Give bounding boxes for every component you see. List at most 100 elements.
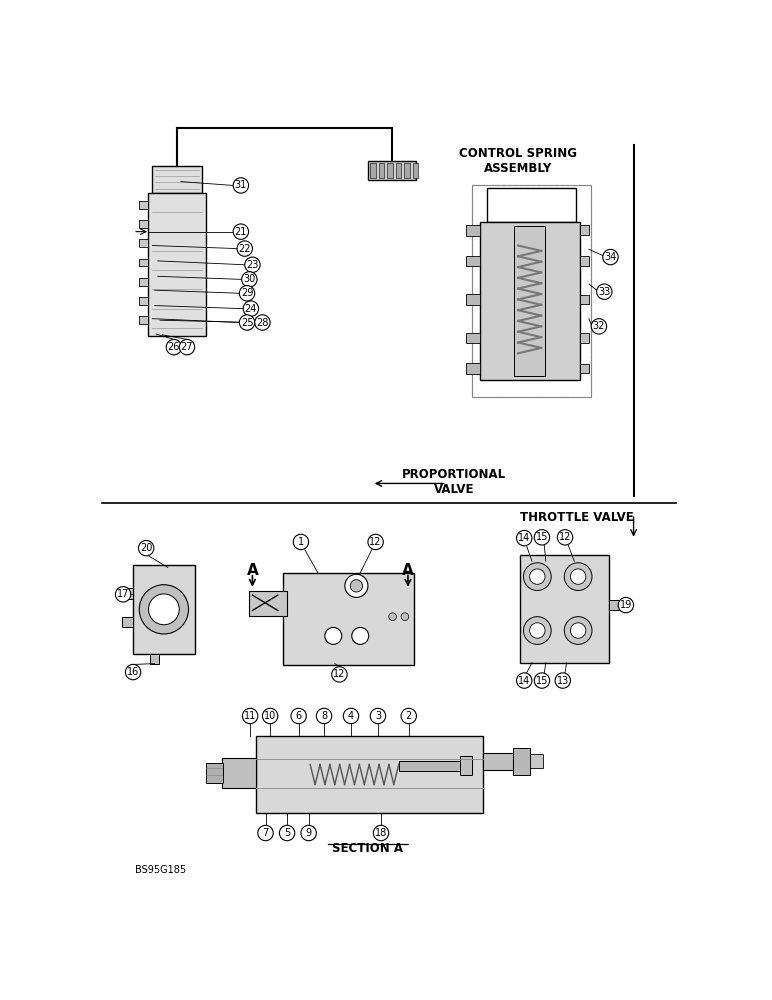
Circle shape bbox=[555, 673, 571, 688]
Text: 29: 29 bbox=[241, 288, 253, 298]
Text: CONTROL SPRING
ASSEMBLY: CONTROL SPRING ASSEMBLY bbox=[459, 147, 577, 175]
Text: 8: 8 bbox=[321, 711, 327, 721]
Text: 23: 23 bbox=[246, 260, 259, 270]
Bar bbox=[609, 600, 620, 610]
Text: 16: 16 bbox=[127, 667, 139, 677]
Bar bbox=[139, 201, 148, 209]
Bar bbox=[479, 222, 580, 380]
Text: 12: 12 bbox=[370, 537, 382, 547]
Bar bbox=[249, 591, 287, 616]
Circle shape bbox=[148, 594, 179, 625]
Circle shape bbox=[325, 627, 342, 644]
Bar bbox=[139, 278, 148, 286]
Bar bbox=[139, 239, 148, 247]
Circle shape bbox=[618, 597, 634, 613]
Circle shape bbox=[571, 623, 586, 638]
Text: 14: 14 bbox=[518, 533, 530, 543]
Circle shape bbox=[115, 587, 130, 602]
Bar bbox=[398, 761, 460, 771]
Text: 7: 7 bbox=[262, 828, 269, 838]
Bar bbox=[139, 220, 148, 228]
Bar bbox=[371, 163, 376, 178]
Circle shape bbox=[237, 241, 252, 256]
Circle shape bbox=[374, 825, 389, 841]
Bar bbox=[472, 185, 591, 397]
Text: 15: 15 bbox=[536, 532, 548, 542]
Text: 1: 1 bbox=[298, 537, 304, 547]
Circle shape bbox=[139, 585, 188, 634]
Circle shape bbox=[255, 315, 270, 330]
Circle shape bbox=[352, 627, 369, 644]
Bar bbox=[460, 756, 472, 774]
Bar bbox=[412, 163, 418, 178]
Circle shape bbox=[239, 286, 255, 301]
Bar bbox=[206, 763, 223, 783]
Text: 33: 33 bbox=[598, 287, 611, 297]
Circle shape bbox=[332, 667, 347, 682]
Bar bbox=[283, 573, 414, 665]
Circle shape bbox=[591, 319, 607, 334]
Bar bbox=[222, 758, 256, 788]
Text: 25: 25 bbox=[241, 318, 253, 328]
Circle shape bbox=[523, 563, 551, 590]
Circle shape bbox=[571, 569, 586, 584]
Text: BS95G185: BS95G185 bbox=[135, 865, 187, 875]
Bar bbox=[379, 163, 384, 178]
Circle shape bbox=[523, 617, 551, 644]
Text: 18: 18 bbox=[375, 828, 387, 838]
Text: 21: 21 bbox=[235, 227, 247, 237]
Bar bbox=[150, 654, 159, 664]
Circle shape bbox=[603, 249, 618, 265]
Bar bbox=[139, 259, 148, 266]
Circle shape bbox=[242, 708, 258, 724]
Circle shape bbox=[597, 284, 612, 299]
Bar bbox=[487, 188, 576, 222]
Circle shape bbox=[243, 301, 259, 316]
Bar bbox=[580, 333, 589, 343]
Bar bbox=[513, 748, 530, 775]
Circle shape bbox=[125, 664, 141, 680]
Text: 30: 30 bbox=[243, 274, 256, 284]
Circle shape bbox=[301, 825, 317, 841]
Circle shape bbox=[350, 580, 363, 592]
Circle shape bbox=[516, 673, 532, 688]
Circle shape bbox=[516, 530, 532, 546]
Bar bbox=[148, 193, 206, 336]
Bar bbox=[404, 163, 409, 178]
Text: PROPORTIONAL
VALVE: PROPORTIONAL VALVE bbox=[402, 468, 506, 496]
Bar bbox=[472, 185, 591, 397]
Text: 24: 24 bbox=[245, 304, 257, 314]
Circle shape bbox=[368, 534, 384, 550]
Text: 19: 19 bbox=[620, 600, 632, 610]
Bar bbox=[530, 754, 543, 768]
Bar bbox=[483, 753, 513, 770]
Circle shape bbox=[371, 708, 386, 724]
Bar bbox=[388, 163, 393, 178]
Text: 2: 2 bbox=[405, 711, 412, 721]
Text: A: A bbox=[246, 563, 259, 578]
Text: 11: 11 bbox=[244, 711, 256, 721]
Text: 10: 10 bbox=[264, 711, 276, 721]
Text: 9: 9 bbox=[306, 828, 312, 838]
Bar bbox=[514, 226, 545, 376]
Text: 6: 6 bbox=[296, 711, 302, 721]
Bar bbox=[466, 256, 479, 266]
Circle shape bbox=[564, 563, 592, 590]
Circle shape bbox=[534, 673, 550, 688]
Text: 27: 27 bbox=[181, 342, 193, 352]
Text: A: A bbox=[402, 563, 414, 578]
Text: 31: 31 bbox=[235, 180, 247, 190]
Bar bbox=[256, 736, 483, 813]
Text: THROTTLE VALVE: THROTTLE VALVE bbox=[520, 511, 634, 524]
Circle shape bbox=[179, 339, 195, 355]
Bar bbox=[580, 225, 589, 235]
Circle shape bbox=[242, 272, 257, 287]
Circle shape bbox=[345, 574, 368, 597]
Circle shape bbox=[389, 613, 396, 620]
Circle shape bbox=[317, 708, 332, 724]
Bar bbox=[580, 295, 589, 304]
Circle shape bbox=[233, 178, 249, 193]
Bar bbox=[466, 363, 479, 374]
Circle shape bbox=[279, 825, 295, 841]
Text: 14: 14 bbox=[518, 676, 530, 686]
